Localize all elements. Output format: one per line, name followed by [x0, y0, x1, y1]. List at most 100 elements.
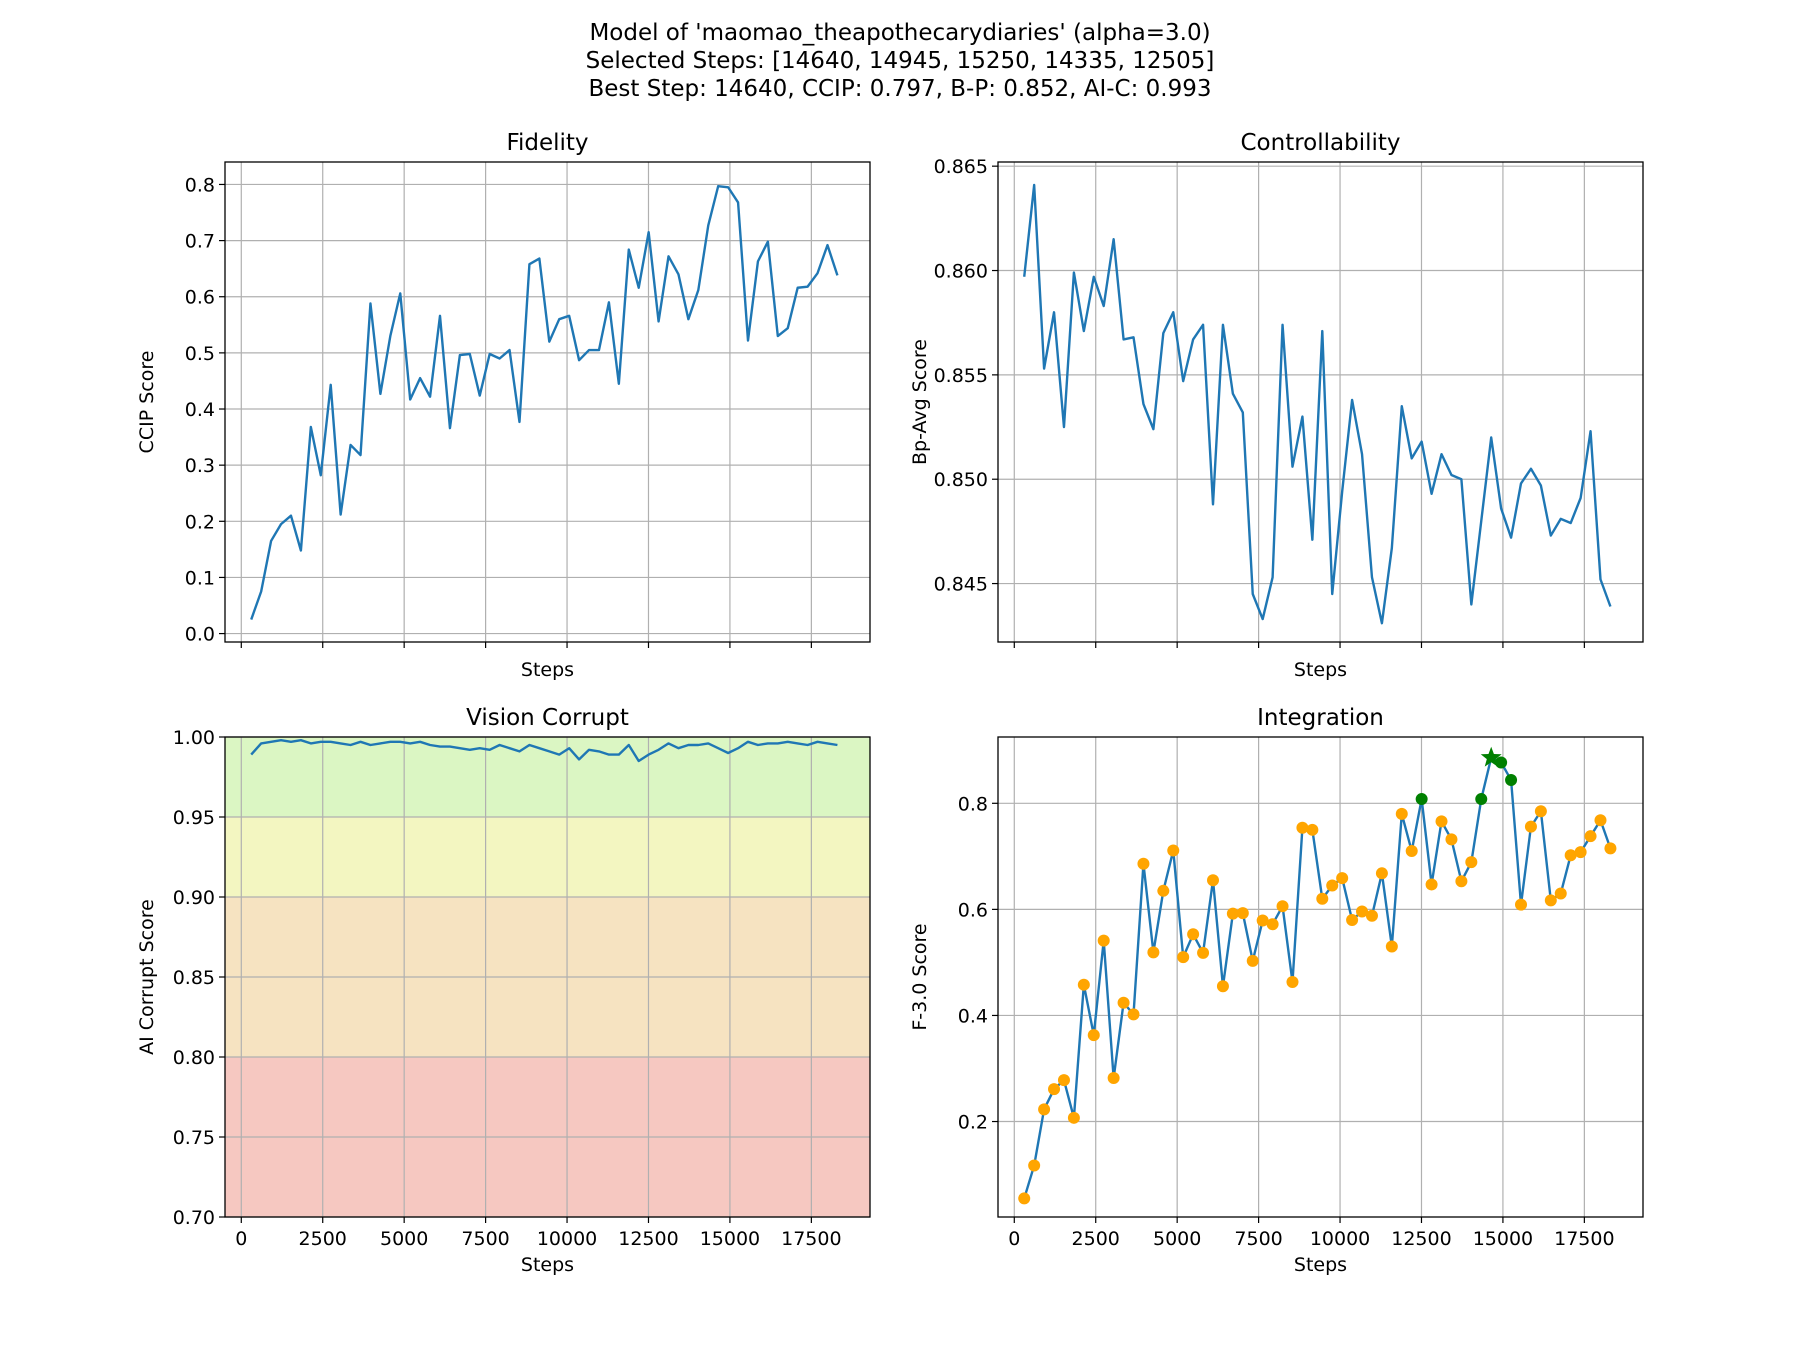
integration-selected-point-40: [1415, 793, 1428, 806]
controllability-ytick-label-2: 0.855: [934, 365, 988, 387]
controllability-title: Controllability: [1240, 130, 1400, 156]
controllability-panel: 0.845 0.850 0.855 0.860 0.865 Controllability…: [909, 130, 1644, 681]
integration-selected-point-48: [1495, 756, 1508, 769]
suptitle-line-1: Model of 'maomao_theapothecarydiaries' (…: [589, 20, 1210, 46]
integration-point-6: [1077, 978, 1090, 991]
controllability-ytick-label-3: 0.860: [934, 261, 988, 283]
integration-point-26: [1276, 900, 1289, 913]
controllability-ylabel: Bp-Avg Score: [909, 339, 931, 465]
controllability-series-line: [1023, 183, 1612, 625]
integration-selected-point-49: [1505, 773, 1518, 786]
integration-ytick-label-0: 0.2: [958, 1112, 988, 1134]
vision-corrupt-xtick-label-6: 15000: [700, 1228, 760, 1250]
integration-point-38: [1395, 807, 1408, 820]
fidelity-panel: 0.0 0.1 0.2 0.3 0.4 0.5 0.6 0.7 0.8 Fidelity Steps…: [136, 130, 871, 681]
fidelity-ytick-label-6: 0.6: [185, 287, 215, 309]
integration-point-55: [1564, 849, 1577, 862]
suptitle-line-3: Best Step: 14640, CCIP: 0.797, B-P: 0.85…: [588, 76, 1211, 102]
vision-corrupt-xtick-label-4: 10000: [537, 1228, 597, 1250]
integration-point-43: [1445, 833, 1458, 846]
integration-ytick-label-3: 0.8: [958, 793, 988, 815]
fidelity-series-line: [250, 184, 839, 620]
integration-xtick-label-1: 2500: [1072, 1228, 1120, 1250]
integration-point-4: [1057, 1074, 1070, 1087]
controllability-ytick-label-4: 0.865: [934, 156, 988, 178]
integration-point-54: [1554, 887, 1567, 900]
integration-point-2: [1038, 1103, 1051, 1116]
integration-point-30: [1316, 892, 1329, 905]
integration-point-16: [1177, 951, 1190, 964]
integration-point-44: [1455, 875, 1468, 888]
controllability-axes-frame: [997, 161, 1644, 643]
controllability-ytick-label-1: 0.850: [934, 469, 988, 491]
fidelity-title: Fidelity: [506, 130, 588, 156]
integration-point-24: [1256, 914, 1269, 927]
integration-title: Integration: [1257, 705, 1384, 731]
fidelity-ytick-label-2: 0.2: [185, 511, 215, 533]
vision-corrupt-xtick-label-3: 7500: [461, 1228, 509, 1250]
integration-point-12: [1137, 857, 1150, 870]
fidelity-ylabel: CCIP Score: [136, 351, 158, 454]
vision-corrupt-ytick-label-6: 1.00: [173, 727, 215, 749]
vision-corrupt-ylabel: AI Corrupt Score: [136, 899, 158, 1055]
integration-point-34: [1356, 905, 1369, 918]
integration-point-39: [1405, 845, 1418, 858]
integration-point-37: [1385, 940, 1398, 953]
integration-point-5: [1067, 1111, 1080, 1124]
integration-panel: 0 2500 5000 7500 10000 12500 15000 17500 0.2 0.4 0…: [909, 705, 1644, 1276]
vision-corrupt-ytick-label-2: 0.80: [173, 1047, 215, 1069]
integration-point-35: [1365, 909, 1378, 922]
integration-point-0: [1018, 1192, 1031, 1205]
controllability-xlabel: Steps: [1294, 659, 1347, 681]
integration-point-17: [1187, 928, 1200, 941]
integration-point-14: [1157, 884, 1170, 897]
vision-corrupt-ytick-label-0: 0.70: [173, 1207, 215, 1229]
fidelity-axes-frame: [224, 161, 871, 643]
integration-point-57: [1584, 830, 1597, 843]
integration-point-32: [1336, 872, 1349, 885]
integration-point-51: [1524, 820, 1537, 833]
vision-corrupt-series-line: [250, 739, 838, 763]
integration-point-25: [1266, 918, 1279, 931]
integration-xtick-label-3: 7500: [1234, 1228, 1282, 1250]
integration-point-59: [1604, 842, 1617, 855]
integration-point-20: [1216, 980, 1229, 993]
integration-point-56: [1574, 846, 1587, 859]
vision-corrupt-xtick-label-7: 17500: [781, 1228, 841, 1250]
integration-point-33: [1346, 913, 1359, 926]
vision-corrupt-xtick-label-2: 5000: [380, 1228, 428, 1250]
integration-point-1: [1028, 1159, 1041, 1172]
integration-point-22: [1236, 907, 1249, 920]
vision-corrupt-panel: 0 2500 5000 7500 10000 12500 15000 17500 0.70 0.7…: [136, 705, 871, 1276]
integration-point-10: [1117, 996, 1130, 1009]
integration-series-line: [1023, 756, 1612, 1199]
vision-corrupt-xlabel: Steps: [521, 1254, 574, 1276]
integration-point-15: [1167, 844, 1180, 857]
integration-point-31: [1326, 879, 1339, 892]
integration-ytick-label-1: 0.4: [958, 1005, 988, 1027]
integration-ytick-label-2: 0.6: [958, 899, 988, 921]
integration-point-23: [1246, 954, 1259, 967]
fidelity-ytick-label-4: 0.4: [185, 399, 215, 421]
integration-xtick-label-6: 15000: [1473, 1228, 1533, 1250]
integration-point-42: [1435, 815, 1448, 828]
integration-selected-point-46: [1475, 793, 1488, 806]
fidelity-ytick-label-0: 0.0: [185, 624, 215, 646]
integration-point-28: [1296, 821, 1309, 834]
fidelity-ytick-label-5: 0.5: [185, 343, 215, 365]
integration-point-27: [1286, 976, 1299, 989]
integration-point-50: [1515, 898, 1528, 911]
vision-corrupt-ytick-label-4: 0.90: [173, 887, 215, 909]
vision-corrupt-band-0: [225, 737, 870, 817]
integration-point-41: [1425, 878, 1438, 891]
integration-best-point: [1480, 746, 1502, 767]
integration-point-18: [1197, 946, 1210, 959]
fidelity-ytick-label-7: 0.7: [185, 231, 215, 253]
vision-corrupt-xtick-label-1: 2500: [299, 1228, 347, 1250]
integration-point-58: [1594, 814, 1607, 827]
integration-point-13: [1147, 946, 1160, 959]
integration-ylabel: F-3.0 Score: [909, 923, 931, 1030]
integration-xtick-label-2: 5000: [1153, 1228, 1201, 1250]
vision-corrupt-band-1: [225, 817, 870, 897]
